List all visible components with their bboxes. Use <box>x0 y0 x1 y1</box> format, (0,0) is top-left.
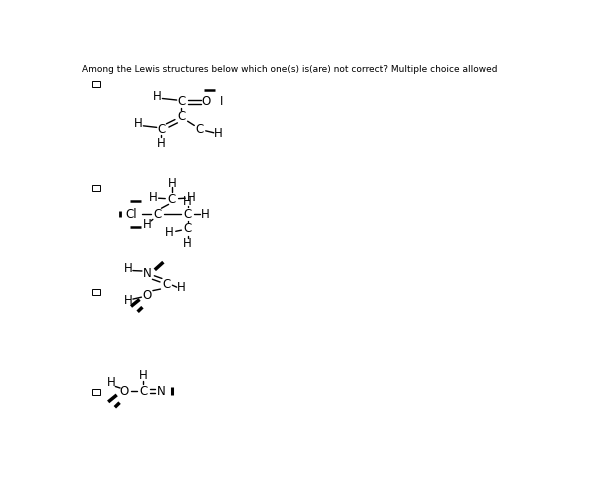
Text: H: H <box>139 369 148 382</box>
Text: C: C <box>154 208 161 220</box>
Text: C: C <box>168 193 176 206</box>
Text: H: H <box>107 376 115 389</box>
Text: Cl: Cl <box>126 208 138 220</box>
Bar <box>93 184 100 191</box>
Text: C: C <box>177 95 185 108</box>
Text: H: H <box>157 137 166 150</box>
Bar <box>93 81 100 87</box>
Text: C: C <box>157 123 166 136</box>
Text: C: C <box>195 123 204 136</box>
Text: H: H <box>183 237 192 250</box>
Text: H: H <box>124 262 133 275</box>
Bar <box>93 288 100 295</box>
Text: I: I <box>220 95 223 108</box>
Text: H: H <box>154 90 162 102</box>
Text: H: H <box>183 195 192 208</box>
Text: C: C <box>162 278 170 290</box>
Text: Among the Lewis structures below which one(s) is(are) not correct? Multiple choi: Among the Lewis structures below which o… <box>82 64 497 74</box>
Text: H: H <box>177 280 186 293</box>
Text: H: H <box>187 192 195 204</box>
Text: C: C <box>177 110 185 123</box>
Text: H: H <box>201 208 210 220</box>
Text: N: N <box>157 384 166 398</box>
Text: N: N <box>143 267 152 280</box>
Text: O: O <box>142 289 152 302</box>
Text: H: H <box>149 192 157 204</box>
Text: H: H <box>143 218 152 232</box>
Bar <box>93 389 100 395</box>
Text: H: H <box>124 294 133 307</box>
Text: H: H <box>134 117 143 130</box>
Text: O: O <box>120 384 129 398</box>
Text: C: C <box>139 384 147 398</box>
Text: H: H <box>165 226 174 239</box>
Text: C: C <box>184 208 192 220</box>
Text: H: H <box>214 128 223 140</box>
Text: H: H <box>168 176 176 190</box>
Text: O: O <box>201 95 211 108</box>
Text: C: C <box>184 222 192 235</box>
